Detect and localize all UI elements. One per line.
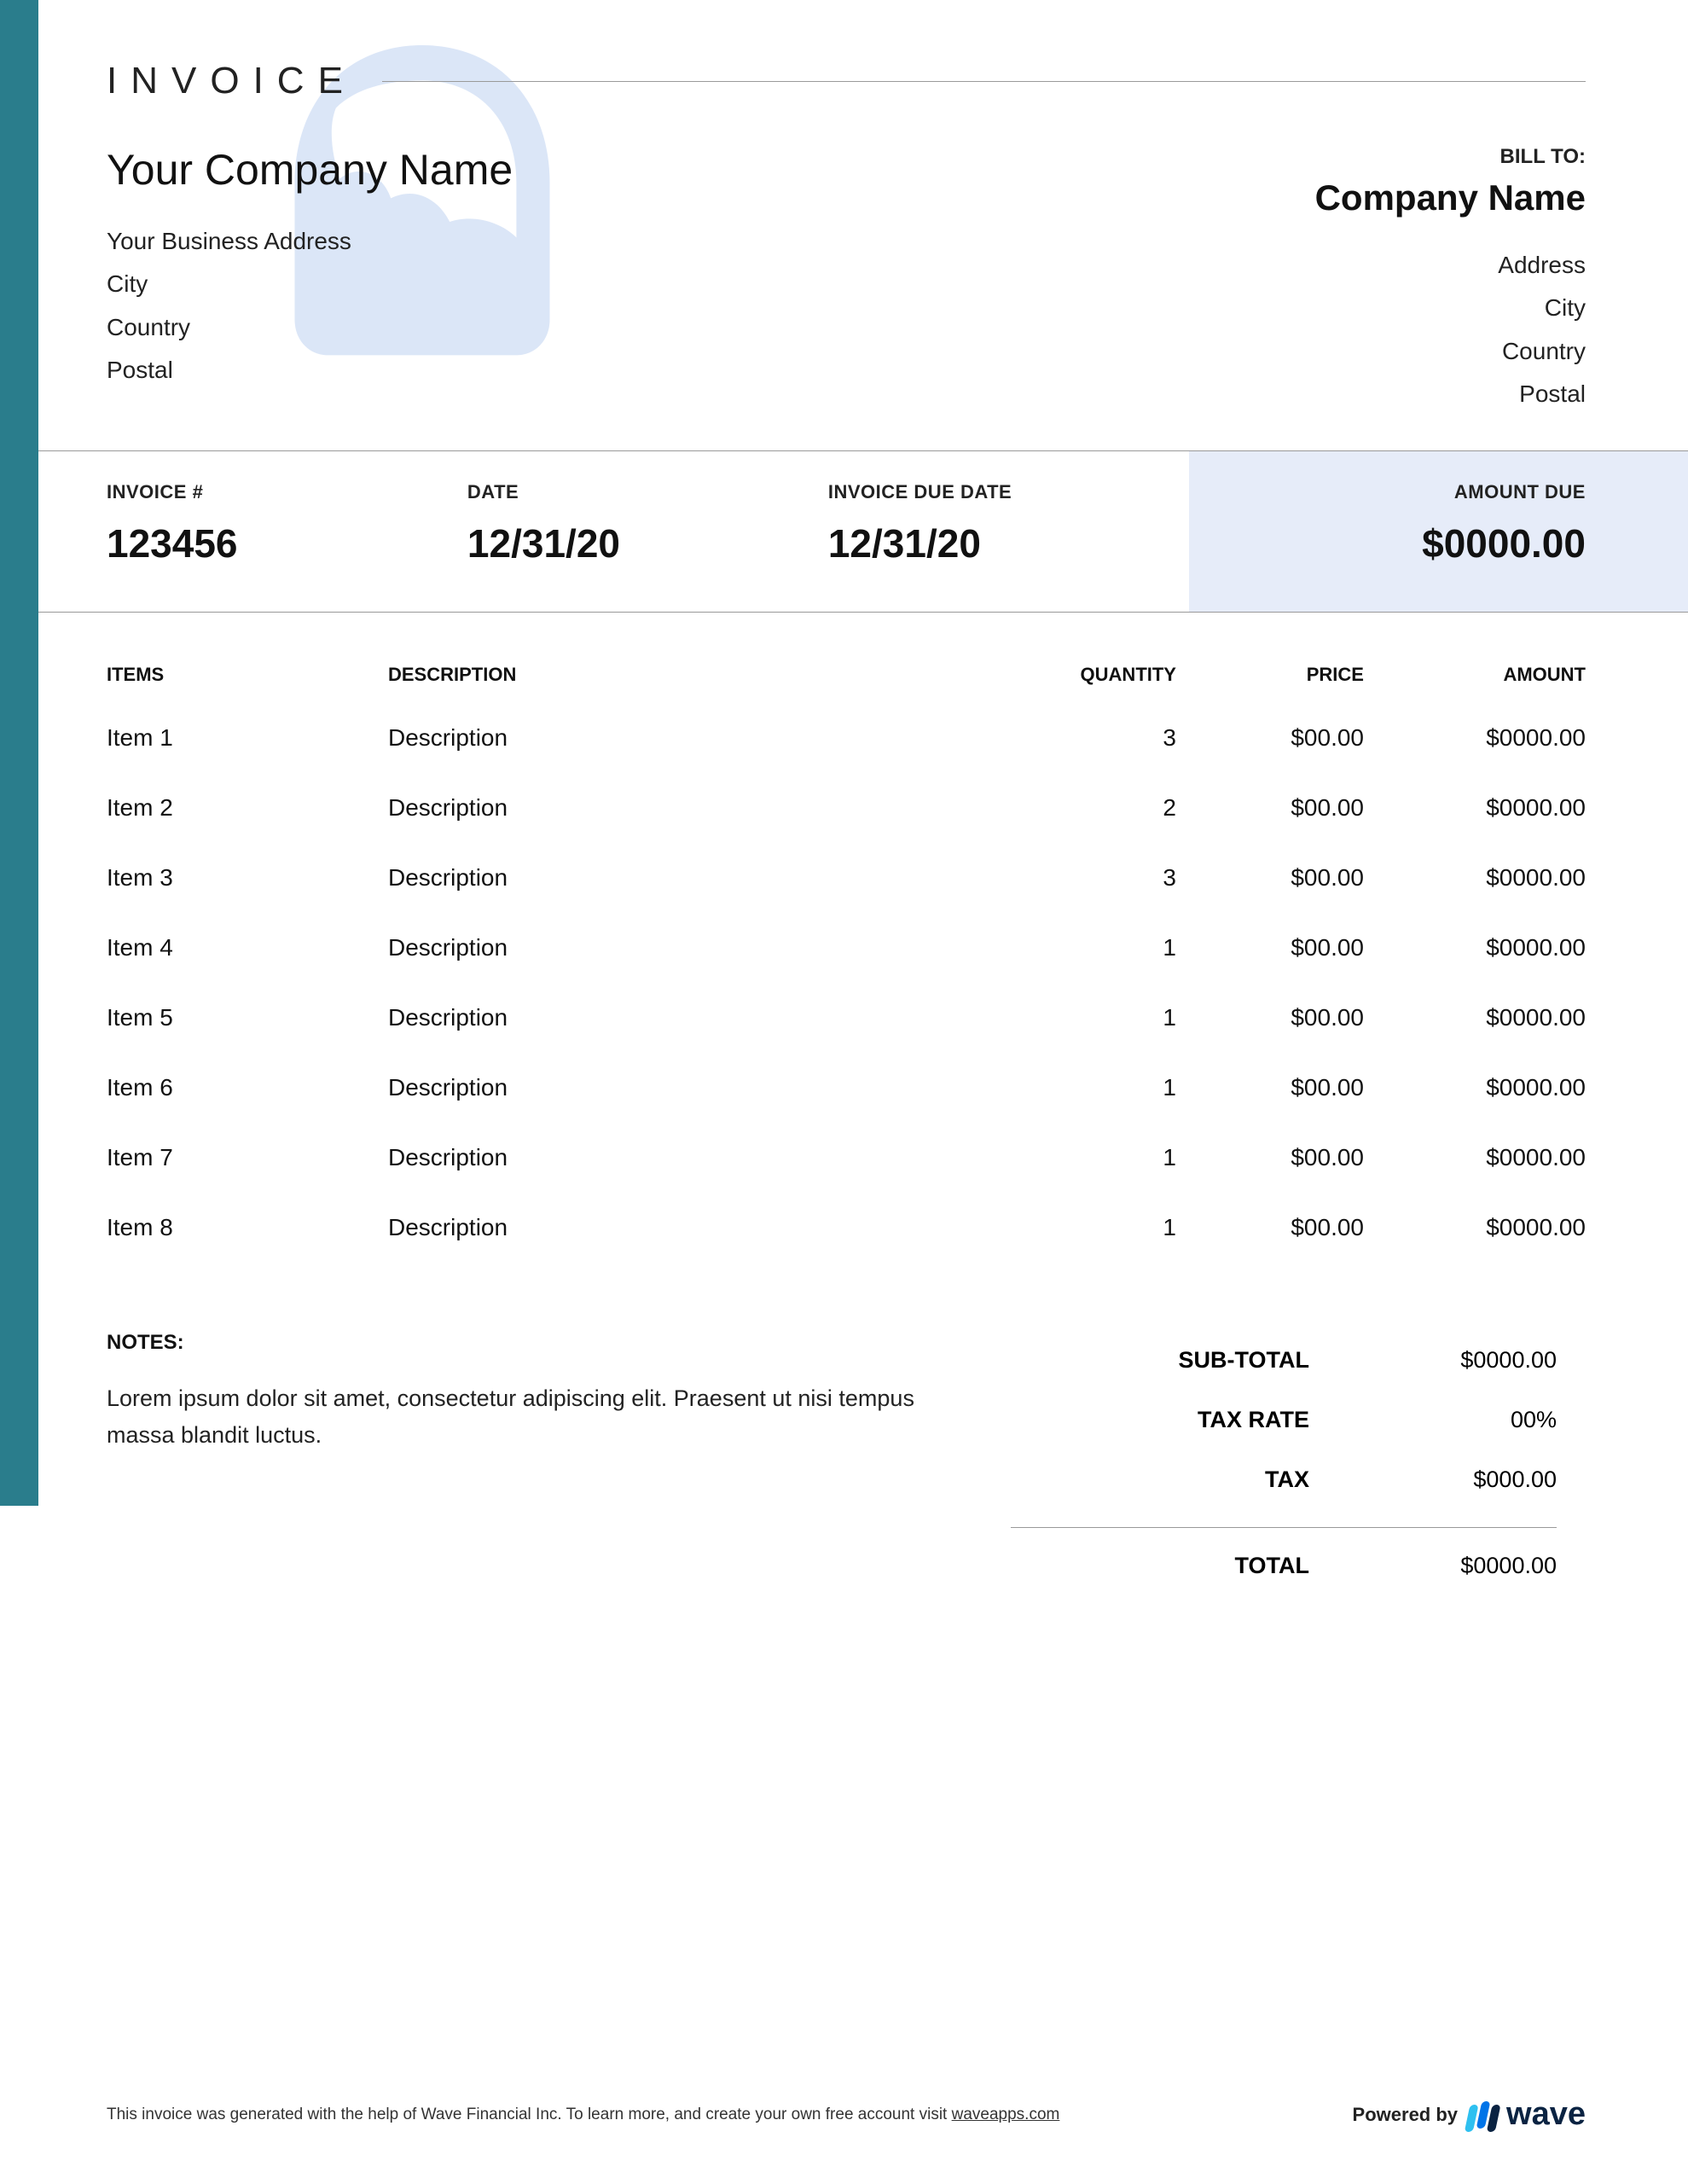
document-title: INVOICE (107, 60, 357, 102)
item-name: Item 6 (107, 1074, 388, 1101)
item-name: Item 5 (107, 1004, 388, 1031)
item-quantity: 1 (1006, 1004, 1176, 1031)
item-amount: $0000.00 (1364, 794, 1586, 822)
item-price: $00.00 (1176, 1004, 1364, 1031)
footer-text: This invoice was generated with the help… (107, 2106, 1059, 2124)
wave-logo-icon (1468, 2101, 1501, 2129)
bill-to-label: BILL TO: (1315, 145, 1586, 169)
item-description: Description (388, 864, 1006, 892)
table-row: Item 1Description3$00.00$0000.00 (107, 703, 1586, 773)
date-value: 12/31/20 (467, 520, 828, 566)
item-description: Description (388, 1004, 1006, 1031)
col-header-price: PRICE (1176, 664, 1364, 686)
col-header-items: ITEMS (107, 664, 388, 686)
item-quantity: 2 (1006, 794, 1176, 822)
item-description: Description (388, 1214, 1006, 1241)
totals-divider (1011, 1527, 1557, 1528)
subtotal-value: $0000.00 (1360, 1347, 1557, 1374)
wave-logo: wave (1468, 2096, 1586, 2133)
subtotal-label: SUB-TOTAL (1011, 1347, 1360, 1374)
to-address: Address (1315, 244, 1586, 287)
tax-rate-label: TAX RATE (1011, 1407, 1360, 1433)
item-price: $00.00 (1176, 1144, 1364, 1171)
item-amount: $0000.00 (1364, 934, 1586, 961)
table-row: Item 5Description1$00.00$0000.00 (107, 983, 1586, 1053)
item-description: Description (388, 1074, 1006, 1101)
tax-rate-value: 00% (1360, 1407, 1557, 1433)
footer-link[interactable]: waveapps.com (952, 2106, 1060, 2123)
item-price: $00.00 (1176, 794, 1364, 822)
item-price: $00.00 (1176, 1074, 1364, 1101)
item-name: Item 8 (107, 1214, 388, 1241)
item-amount: $0000.00 (1364, 1144, 1586, 1171)
total-label: TOTAL (1011, 1553, 1360, 1579)
item-amount: $0000.00 (1364, 864, 1586, 892)
powered-by: Powered by wave (1353, 2096, 1586, 2133)
invoice-number-label: INVOICE # (107, 481, 467, 503)
tax-value: $000.00 (1360, 1467, 1557, 1493)
from-postal: Postal (107, 349, 513, 392)
from-address: Your Business Address (107, 220, 513, 263)
item-amount: $0000.00 (1364, 1004, 1586, 1031)
to-block: BILL TO: Company Name Address City Count… (1315, 145, 1586, 416)
item-quantity: 1 (1006, 934, 1176, 961)
meta-strip: INVOICE # 123456 DATE 12/31/20 INVOICE D… (38, 450, 1688, 613)
item-amount: $0000.00 (1364, 724, 1586, 752)
table-row: Item 7Description1$00.00$0000.00 (107, 1123, 1586, 1193)
table-row: Item 3Description3$00.00$0000.00 (107, 843, 1586, 913)
col-header-amount: AMOUNT (1364, 664, 1586, 686)
item-description: Description (388, 794, 1006, 822)
item-name: Item 2 (107, 794, 388, 822)
item-description: Description (388, 724, 1006, 752)
footer-text-prefix: This invoice was generated with the help… (107, 2106, 952, 2123)
table-row: Item 4Description1$00.00$0000.00 (107, 913, 1586, 983)
to-postal: Postal (1315, 373, 1586, 415)
accent-sidebar (0, 0, 38, 1506)
tax-label: TAX (1011, 1467, 1360, 1493)
totals-block: SUB-TOTAL $0000.00 TAX RATE 00% TAX $000… (1011, 1331, 1557, 1596)
item-price: $00.00 (1176, 934, 1364, 961)
powered-by-label: Powered by (1353, 2104, 1458, 2126)
item-description: Description (388, 934, 1006, 961)
table-row: Item 2Description2$00.00$0000.00 (107, 773, 1586, 843)
wave-logo-text: wave (1506, 2096, 1586, 2133)
total-value: $0000.00 (1360, 1553, 1557, 1579)
item-amount: $0000.00 (1364, 1214, 1586, 1241)
amount-due-value: $0000.00 (1189, 520, 1586, 566)
from-country: Country (107, 306, 513, 349)
notes-label: NOTES: (107, 1331, 960, 1355)
items-table: ITEMS DESCRIPTION QUANTITY PRICE AMOUNT … (107, 664, 1586, 1263)
to-country: Country (1315, 330, 1586, 373)
to-city: City (1315, 287, 1586, 329)
notes-text: Lorem ipsum dolor sit amet, consectetur … (107, 1380, 960, 1454)
from-city: City (107, 263, 513, 305)
item-quantity: 1 (1006, 1144, 1176, 1171)
col-header-description: DESCRIPTION (388, 664, 1006, 686)
item-name: Item 4 (107, 934, 388, 961)
item-name: Item 7 (107, 1144, 388, 1171)
item-price: $00.00 (1176, 724, 1364, 752)
amount-due-label: AMOUNT DUE (1189, 481, 1586, 503)
item-quantity: 3 (1006, 864, 1176, 892)
item-price: $00.00 (1176, 864, 1364, 892)
item-amount: $0000.00 (1364, 1074, 1586, 1101)
col-header-quantity: QUANTITY (1006, 664, 1176, 686)
item-quantity: 3 (1006, 724, 1176, 752)
item-price: $00.00 (1176, 1214, 1364, 1241)
item-quantity: 1 (1006, 1214, 1176, 1241)
invoice-number: 123456 (107, 520, 467, 566)
table-row: Item 8Description1$00.00$0000.00 (107, 1193, 1586, 1263)
from-company-name: Your Company Name (107, 145, 513, 195)
item-name: Item 1 (107, 724, 388, 752)
date-label: DATE (467, 481, 828, 503)
to-company-name: Company Name (1315, 177, 1586, 218)
due-date-value: 12/31/20 (828, 520, 1189, 566)
item-quantity: 1 (1006, 1074, 1176, 1101)
due-date-label: INVOICE DUE DATE (828, 481, 1189, 503)
item-name: Item 3 (107, 864, 388, 892)
from-block: Your Company Name Your Business Address … (107, 145, 513, 416)
table-row: Item 6Description1$00.00$0000.00 (107, 1053, 1586, 1123)
title-rule (382, 81, 1586, 82)
item-description: Description (388, 1144, 1006, 1171)
